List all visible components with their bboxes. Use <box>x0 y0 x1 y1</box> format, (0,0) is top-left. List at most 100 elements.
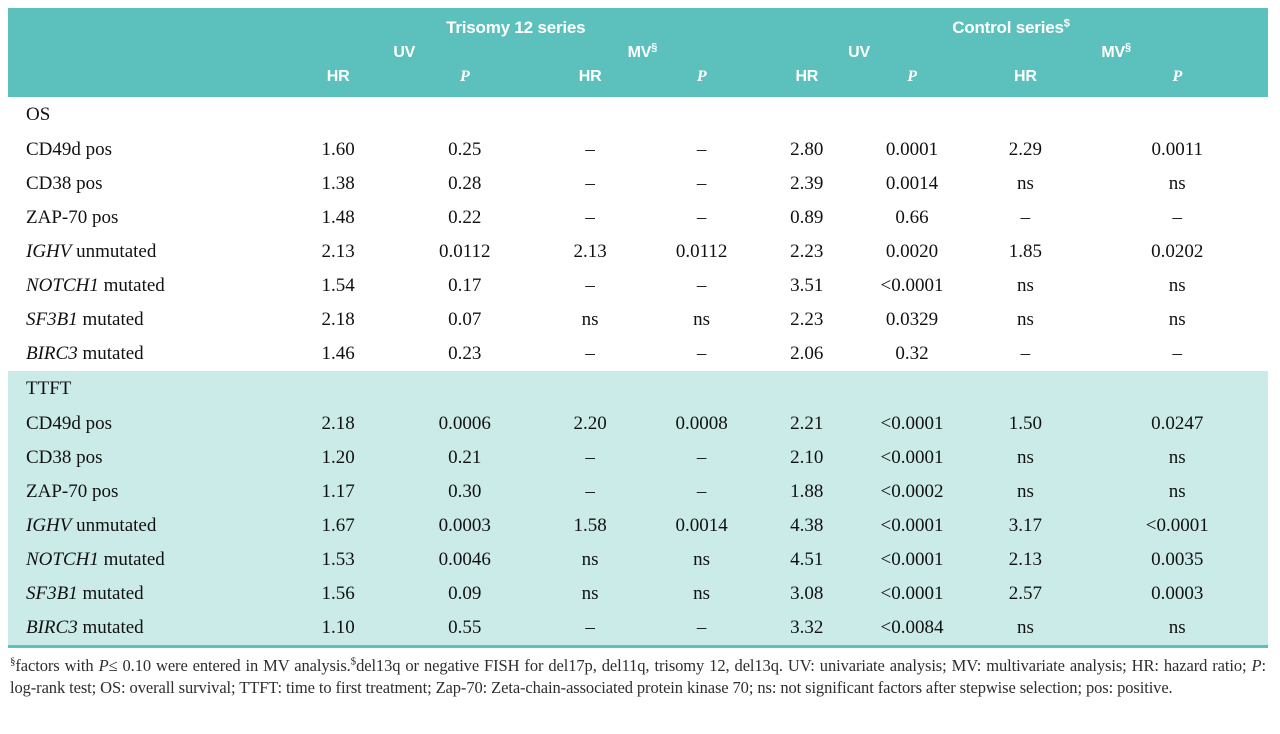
cell-value: – <box>530 167 650 201</box>
gene-name: IGHV <box>26 515 72 536</box>
cell-value: ns <box>1086 475 1268 509</box>
table-row: SF3B1 mutated 2.18 0.07 ns ns 2.23 0.0329 ns ns <box>8 303 1268 337</box>
row-label: ZAP-70 pos <box>8 201 278 235</box>
cell-value: 0.30 <box>398 475 531 509</box>
cell-value: 2.21 <box>753 407 860 441</box>
cell-value: 2.23 <box>753 303 860 337</box>
p-column-header: P <box>907 68 917 85</box>
p-column-header: P <box>459 68 470 85</box>
gene-name: NOTCH1 <box>26 549 99 570</box>
table-row: CD49d pos 1.60 0.25– –2.80 0.0001 2.29 0.0011 <box>8 133 1268 167</box>
cell-value: 1.54 <box>277 269 399 303</box>
cell-value: ns <box>1086 303 1268 337</box>
table-body: OS CD49d pos 1.60 0.25– –2.80 0.0001 2.29 0.001… <box>8 97 1268 645</box>
cell-value: ns <box>649 543 754 577</box>
row-label: NOTCH1 mutated <box>8 269 278 303</box>
cell-value: 0.0001 <box>859 133 965 167</box>
cell-value: 0.32 <box>859 337 965 371</box>
group-header-control: Control series$ <box>754 8 1268 39</box>
cell-value: – <box>530 133 650 167</box>
cell-value: ns <box>649 303 754 337</box>
cell-value: 2.06 <box>753 337 860 371</box>
cell-value: ns <box>1086 611 1268 645</box>
table-header: Trisomy 12 series Control series$ UV MV§… <box>8 8 1268 97</box>
cell-value: 2.57 <box>964 577 1087 611</box>
cell-value: <0.0002 <box>859 475 965 509</box>
cell-value: 0.0035 <box>1086 543 1268 577</box>
table-row: ZAP-70 pos 1.48 0.22– –0.89 0.66– – <box>8 201 1268 235</box>
uv-header-trisomy12: UV <box>393 43 416 61</box>
cell-value: – <box>964 337 1087 371</box>
cell-value: 0.0247 <box>1086 407 1268 441</box>
cell-value: – <box>530 475 650 509</box>
footnote-segment: del13q or negative FISH for del17p, del1… <box>356 656 1252 675</box>
cell-value: 0.0003 <box>398 509 531 543</box>
table-row: IGHV unmutated 2.13 0.0112 2.13 0.0112 2.23 0.… <box>8 235 1268 269</box>
page: Trisomy 12 series Control series$ UV MV§… <box>8 8 1268 699</box>
cell-value: 0.0003 <box>1086 577 1268 611</box>
cell-value: 2.20 <box>530 407 650 441</box>
cell-value: 2.39 <box>753 167 860 201</box>
footnote-text: §factors with P≤ 0.10 were entered in MV… <box>10 655 1266 699</box>
cell-value: – <box>530 269 650 303</box>
cell-value: 0.0202 <box>1086 235 1268 269</box>
cell-value: – <box>649 441 754 475</box>
cell-value: 1.46 <box>277 337 399 371</box>
table-row: BIRC3 mutated 1.46 0.23– –2.06 0.32– – <box>8 337 1268 371</box>
cell-value: 0.22 <box>398 201 531 235</box>
row-label: CD49d pos <box>8 407 278 441</box>
cell-value: – <box>649 133 754 167</box>
results-table: Trisomy 12 series Control series$ UV MV§… <box>8 8 1268 645</box>
row-label: CD38 pos <box>8 441 278 475</box>
row-label: IGHV unmutated <box>8 235 278 269</box>
cell-value: 0.0020 <box>859 235 965 269</box>
cell-value: 1.48 <box>277 201 399 235</box>
group-header-trisomy12: Trisomy 12 series <box>278 8 754 39</box>
footnote-segment: ≤ 0.10 were entered in MV analysis. <box>108 656 351 675</box>
cell-value: 2.80 <box>753 133 860 167</box>
cell-value: ns <box>530 543 650 577</box>
cell-value: – <box>530 201 650 235</box>
cell-value: 1.88 <box>753 475 860 509</box>
footnote-segment: P <box>98 656 109 675</box>
p-column-header: P <box>696 68 707 85</box>
cell-value: – <box>649 475 754 509</box>
gene-name: BIRC3 <box>26 617 78 638</box>
cell-value: 3.08 <box>753 577 860 611</box>
cell-value: 1.10 <box>277 611 399 645</box>
cell-value: 0.66 <box>859 201 965 235</box>
hr-column-header: HR <box>326 68 350 85</box>
table-row: CD38 pos 1.20 0.21– –2.10 <0.0001 ns ns <box>8 441 1268 475</box>
cell-value: ns <box>1086 269 1268 303</box>
cell-value: <0.0001 <box>859 577 965 611</box>
stat-header-row: HR P HR P HR P HR P <box>8 66 1268 97</box>
gene-name: BIRC3 <box>26 343 78 364</box>
cell-value: 0.55 <box>398 611 531 645</box>
cell-value: 1.60 <box>277 133 399 167</box>
cell-value: 0.0329 <box>859 303 965 337</box>
row-label: ZAP-70 pos <box>8 475 278 509</box>
cell-value: 2.13 <box>530 235 650 269</box>
gene-name: SF3B1 <box>26 309 78 330</box>
cell-value: 1.50 <box>964 407 1087 441</box>
cell-value: 2.13 <box>277 235 399 269</box>
cell-value: 1.67 <box>277 509 399 543</box>
row-label: IGHV unmutated <box>8 509 278 543</box>
cell-value: 0.09 <box>398 577 531 611</box>
cell-value: ns <box>1086 167 1268 201</box>
section-title-row: OS <box>8 97 1268 133</box>
cell-value: 0.07 <box>398 303 531 337</box>
cell-value: 0.0046 <box>398 543 531 577</box>
cell-value: 0.23 <box>398 337 531 371</box>
mv-header-trisomy12: MV§ <box>627 41 658 61</box>
cell-value: ns <box>530 303 650 337</box>
row-label: CD49d pos <box>8 133 278 167</box>
gene-name: IGHV <box>26 241 72 262</box>
footnote-segment: factors with <box>15 656 99 675</box>
cell-value: 0.0008 <box>649 407 754 441</box>
cell-value: 0.25 <box>398 133 531 167</box>
table-row: NOTCH1 mutated 1.53 0.0046 ns ns 4.51 <0.0001 2… <box>8 543 1268 577</box>
footnote-marker: $ <box>350 655 357 668</box>
cell-value: ns <box>964 611 1087 645</box>
cell-value: <0.0001 <box>859 407 965 441</box>
